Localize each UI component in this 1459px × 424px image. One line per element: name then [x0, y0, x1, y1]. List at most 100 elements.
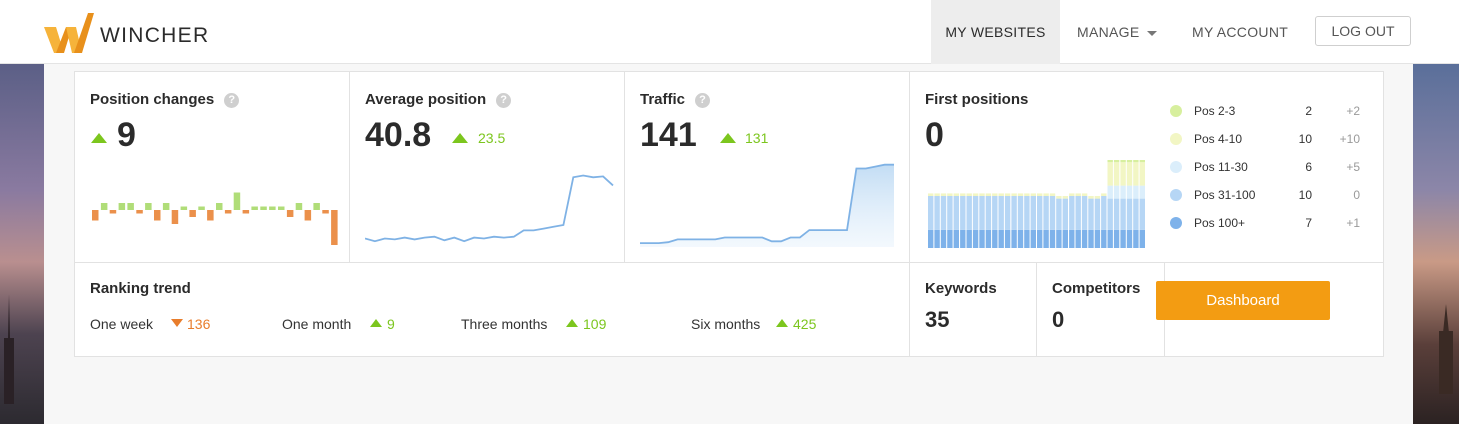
position-change-bar	[269, 206, 276, 210]
stats-panel: Position changes? 9 Average position? 40…	[74, 71, 1384, 357]
legend-value: 6	[1305, 160, 1312, 174]
first-positions-bar-segment	[940, 229, 947, 248]
brand-name[interactable]: WINCHER	[100, 24, 210, 47]
first-positions-bar-segment	[1133, 229, 1139, 248]
traffic-area	[640, 164, 894, 247]
trend-value: 136	[187, 316, 211, 332]
first-positions-bar-segment	[1113, 198, 1120, 230]
first-positions-bar-segment	[1017, 229, 1024, 248]
first-positions-bar-segment	[1113, 160, 1120, 163]
first-positions-bar-segment	[1081, 196, 1088, 230]
arrow-up-icon	[91, 133, 107, 143]
position-change-bar	[216, 203, 223, 210]
first-positions-bar-segment	[1094, 198, 1101, 230]
legend-row: Pos 2-3 2 +2	[1170, 101, 1360, 121]
first-positions-bar-segment	[1126, 229, 1133, 248]
first-positions-bar-segment	[1094, 196, 1101, 199]
keywords-title: Keywords	[925, 280, 997, 297]
legend-delta: +1	[1346, 216, 1360, 230]
first-positions-bar-segment	[1126, 160, 1133, 163]
main-content: Position changes? 9 Average position? 40…	[44, 64, 1413, 424]
nav-my-websites[interactable]: MY WEBSITES	[931, 0, 1060, 64]
nav-manage[interactable]: MANAGE	[1077, 0, 1158, 64]
first-positions-bar-segment	[1037, 196, 1043, 230]
position-change-bar	[224, 210, 232, 214]
traffic-delta: 131	[745, 130, 769, 146]
card-average-position: Average position? 40.8 23.5	[350, 72, 624, 262]
wincher-logo-icon[interactable]	[42, 13, 94, 53]
trend-value: 109	[583, 316, 607, 332]
arrow-up-icon	[720, 133, 736, 143]
card-title: Average position?	[365, 91, 512, 108]
card-title-text: Position changes	[90, 91, 215, 108]
ranking-trend-title: Ranking trend	[90, 280, 191, 297]
legend-label: Pos 4-10	[1194, 132, 1243, 146]
ranking-trend: Ranking trend One week 136 One month 9 T…	[75, 263, 909, 357]
card-position-changes: Position changes? 9	[75, 72, 349, 262]
first-positions-bar-segment	[1107, 160, 1113, 163]
first-positions-value: 0	[925, 116, 944, 154]
arrow-up-icon	[370, 319, 382, 327]
first-positions-bar-segment	[1004, 196, 1011, 230]
first-positions-bar-segment	[1113, 162, 1120, 186]
first-positions-bar-segment	[928, 229, 934, 248]
first-positions-bar-segment	[1075, 193, 1081, 196]
first-positions-bar-segment	[1107, 185, 1113, 199]
first-positions-bar-segment	[1069, 193, 1075, 196]
help-icon[interactable]: ?	[224, 93, 240, 108]
first-positions-bar-segment	[947, 229, 953, 248]
first-positions-bar-segment	[985, 196, 992, 230]
legend-label: Pos 2-3	[1194, 104, 1236, 118]
legend-value: 10	[1298, 132, 1312, 146]
first-positions-bar-segment	[1133, 160, 1139, 163]
position-change-bar	[286, 210, 294, 217]
first-positions-bar-segment	[979, 196, 985, 230]
first-positions-bar-segment	[1049, 229, 1056, 248]
dashboard-button[interactable]: Dashboard	[1156, 281, 1330, 320]
first-positions-bar-segment	[1062, 196, 1068, 199]
first-positions-bar-segment	[998, 196, 1004, 230]
position-change-bar	[251, 206, 258, 210]
first-positions-bar-segment	[1081, 193, 1088, 196]
position-change-bar	[189, 210, 196, 217]
first-positions-bar-segment	[934, 196, 940, 230]
first-positions-bar-segment	[1094, 229, 1101, 248]
first-positions-bar-segment	[1139, 185, 1145, 199]
nav-my-account[interactable]: MY ACCOUNT	[1192, 24, 1289, 40]
divider	[75, 262, 1383, 263]
first-positions-bar-segment	[960, 196, 966, 230]
arrow-up-icon	[776, 319, 788, 327]
position-change-bar	[145, 203, 152, 210]
legend-dot-icon	[1170, 105, 1182, 117]
legend-delta: 0	[1353, 188, 1360, 202]
first-positions-bar-segment	[1120, 229, 1126, 248]
first-positions-bar-segment	[1139, 160, 1145, 163]
first-positions-bar-segment	[1120, 160, 1126, 163]
position-change-bar	[118, 203, 126, 210]
first-positions-bar-segment	[940, 193, 947, 196]
legend-dot-icon	[1170, 189, 1182, 201]
logout-button[interactable]: LOG OUT	[1315, 16, 1411, 46]
legend-value: 10	[1298, 188, 1312, 202]
first-positions-bar-segment	[1017, 196, 1024, 230]
help-icon[interactable]: ?	[496, 93, 512, 108]
trend-label: Six months	[691, 316, 761, 332]
first-positions-bar-segment	[1139, 162, 1145, 186]
help-icon[interactable]: ?	[695, 93, 711, 108]
legend-row: Pos 4-10 10 +10	[1170, 129, 1360, 149]
position-changes-value: 9	[117, 116, 136, 154]
first-positions-bar-segment	[1011, 196, 1017, 230]
position-change-bar	[233, 192, 241, 210]
first-positions-bar-segment	[1120, 162, 1126, 186]
position-change-bar	[304, 210, 312, 221]
trend-label: Three months	[461, 316, 548, 332]
first-positions-bar-segment	[934, 193, 940, 196]
nav-manage-label: MANAGE	[1077, 24, 1140, 40]
first-positions-bar-segment	[1101, 196, 1107, 230]
first-positions-bar-segment	[960, 193, 966, 196]
first-positions-bar-segment	[1011, 193, 1017, 196]
first-positions-bar-segment	[972, 193, 979, 196]
legend-delta: +5	[1346, 160, 1360, 174]
divider	[909, 72, 910, 357]
first-positions-bar-segment	[1101, 193, 1107, 196]
